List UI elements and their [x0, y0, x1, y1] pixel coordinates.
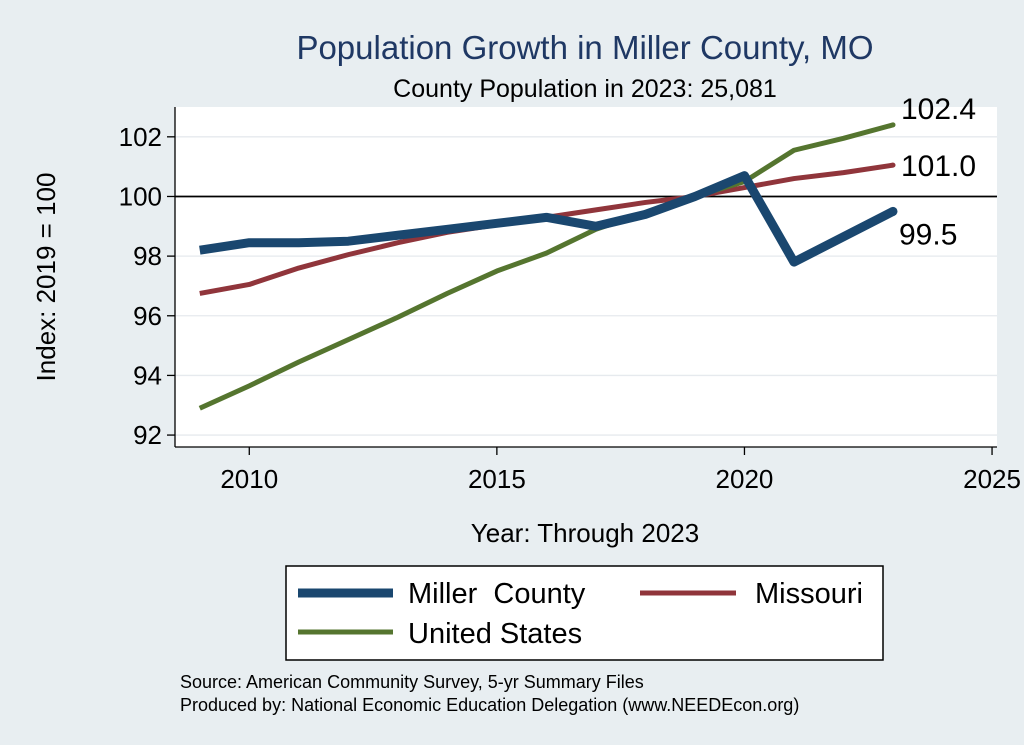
legend-label-united-states: United States [408, 618, 582, 650]
legend: Miller County Missouri United States [285, 565, 884, 661]
series-line-united-states [198, 122, 894, 411]
series-end-point-missouri [890, 162, 896, 168]
x-tick-label: 2015 [468, 464, 526, 494]
y-tick-label: 94 [133, 360, 162, 390]
series-end-point-miller-county [888, 206, 898, 216]
x-tick-label: 2020 [716, 464, 774, 494]
y-tick-label: 92 [133, 420, 162, 450]
legend-label-miller-county: Miller County [408, 578, 586, 610]
plot-area [175, 107, 997, 447]
y-tick-label: 96 [133, 301, 162, 331]
axes: 92 94 96 98 100 102 2010 2015 2020 2025 [119, 107, 1021, 494]
y-axis-label: Index: 2019 = 100 [31, 173, 61, 382]
chart-title: Population Growth in Miller County, MO [296, 29, 873, 66]
series-group [198, 122, 898, 411]
end-label-miller-county: 99.5 [899, 218, 957, 251]
y-tick-label: 100 [119, 181, 162, 211]
grid [175, 136, 997, 436]
y-tick-label: 102 [119, 122, 162, 152]
chart-subtitle: County Population in 2023: 25,081 [393, 75, 777, 103]
legend-label-missouri: Missouri [755, 578, 863, 610]
x-axis-label: Year: Through 2023 [471, 518, 699, 548]
series-end-point-united-states [890, 122, 896, 128]
source-note: Source: American Community Survey, 5-yr … [180, 672, 644, 692]
series-line-miller-county [199, 171, 896, 267]
x-tick-label: 2010 [220, 464, 278, 494]
end-label-united-states: 102.4 [901, 93, 976, 126]
x-tick-label: 2025 [963, 464, 1021, 494]
produced-by-note: Produced by: National Economic Education… [180, 695, 799, 715]
end-labels: 99.5 101.0 102.4 [899, 93, 976, 251]
end-label-missouri: 101.0 [901, 150, 976, 183]
y-tick-label: 98 [133, 241, 162, 271]
legend-box [285, 565, 884, 661]
